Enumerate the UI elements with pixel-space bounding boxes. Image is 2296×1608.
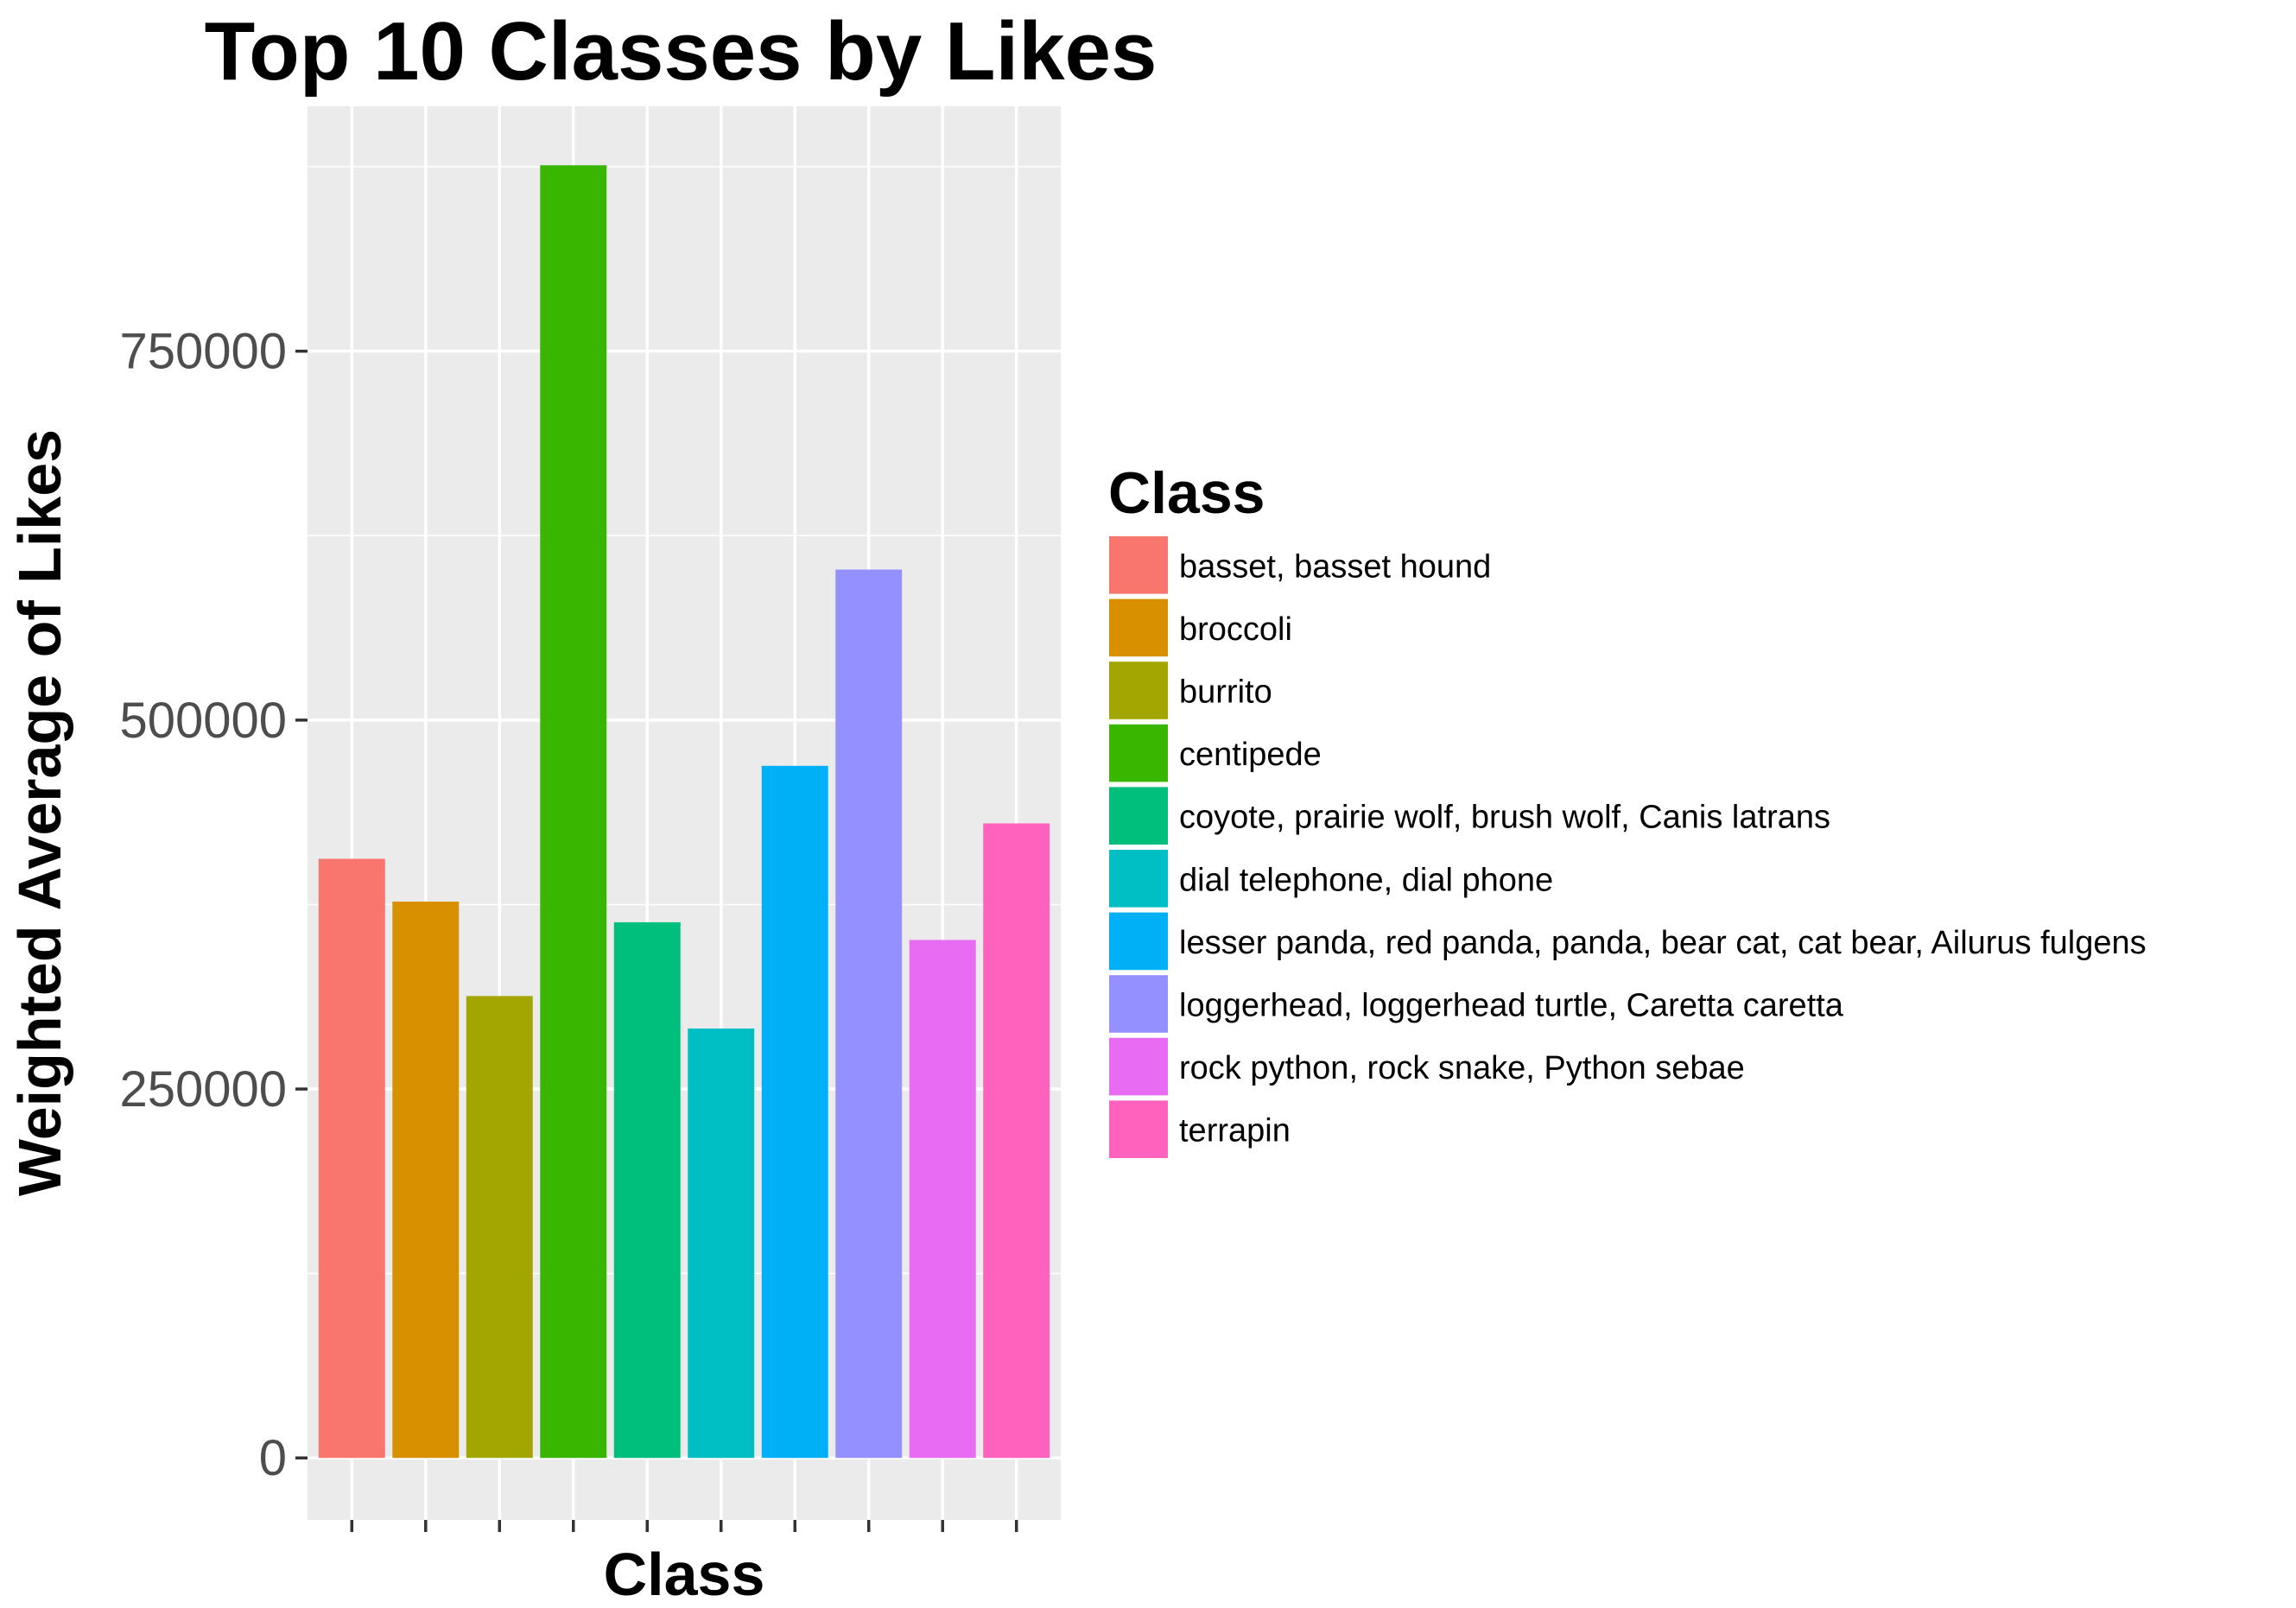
legend-title: Class xyxy=(1108,460,1265,526)
x-axis-title: Class xyxy=(604,1541,765,1608)
bars xyxy=(318,165,1050,1459)
bar-4 xyxy=(540,165,607,1459)
legend-swatch xyxy=(1107,597,1170,659)
y-tick-label: 500000 xyxy=(119,693,287,749)
legend-items: basset, basset hound broccoli burrito centi… xyxy=(1107,535,2147,1161)
bar-6 xyxy=(688,1028,755,1459)
y-tick-label: 0 xyxy=(259,1430,287,1486)
legend-swatch xyxy=(1107,722,1170,784)
legend-swatch xyxy=(1107,1035,1170,1098)
bar-2 xyxy=(392,902,460,1459)
x-axis xyxy=(350,1520,1018,1532)
legend-label: broccoli xyxy=(1179,611,1292,648)
legend-swatch xyxy=(1107,535,1170,596)
legend-swatch xyxy=(1107,910,1170,972)
bar-1 xyxy=(318,858,385,1459)
legend-label: basset, basset hound xyxy=(1179,548,1491,585)
bar-7 xyxy=(761,765,828,1459)
bar-5 xyxy=(613,921,681,1459)
legend-swatch xyxy=(1107,848,1170,909)
legend: Class basset, basset hound broccoli burrit… xyxy=(1107,460,2147,1161)
legend-label: loggerhead, loggerhead turtle, Caretta c… xyxy=(1179,988,1844,1024)
y-axis: 0 250000 500000 750000 xyxy=(119,324,308,1486)
y-tick-label: 250000 xyxy=(119,1061,287,1117)
legend-label: burrito xyxy=(1179,674,1272,711)
legend-swatch xyxy=(1107,660,1170,721)
chart-title: Top 10 Classes by Likes xyxy=(205,5,1158,98)
legend-label: centipede xyxy=(1179,737,1322,773)
legend-swatch xyxy=(1107,973,1170,1035)
bar-3 xyxy=(466,996,533,1459)
legend-label: rock python, rock snake, Python sebae xyxy=(1179,1050,1745,1086)
y-tick-label: 750000 xyxy=(119,324,287,380)
legend-label: dial telephone, dial phone xyxy=(1179,862,1553,898)
legend-swatch xyxy=(1107,785,1170,847)
legend-swatch xyxy=(1107,1098,1170,1161)
bar-8 xyxy=(835,569,903,1459)
legend-label: terrapin xyxy=(1179,1113,1291,1149)
legend-label: lesser panda, red panda, panda, bear cat… xyxy=(1179,925,2147,961)
bar-9 xyxy=(909,940,976,1459)
y-axis-title: Weighted Average of Likes xyxy=(6,429,73,1196)
legend-label: coyote, prairie wolf, brush wolf, Canis … xyxy=(1179,800,1830,836)
bar-10 xyxy=(983,823,1050,1459)
